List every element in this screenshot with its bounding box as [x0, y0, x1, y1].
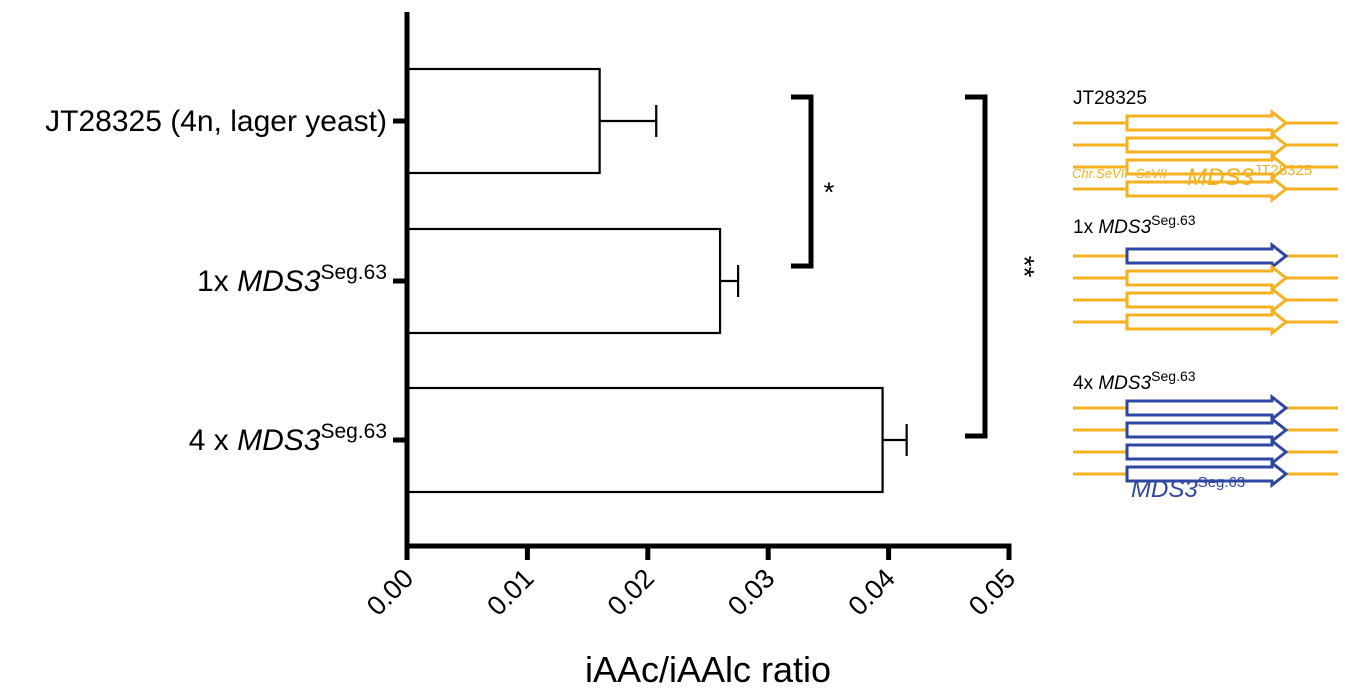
x-tick-label-3: 0.03	[722, 563, 780, 621]
category-label-1: 1x MDS3Seg.63	[197, 261, 387, 298]
insets-panel: JT28325 Chr.SeVII -ScVII MDS3JT28325 1x MDS…	[1072, 88, 1338, 503]
x-tick-label-0: 0.00	[361, 563, 419, 621]
gene-label-2: MDS3Seg.63	[1131, 474, 1245, 503]
significance-label-1: **	[1009, 256, 1040, 278]
x-tick-label-5: 0.05	[963, 563, 1021, 621]
inset-title-2: 4x MDS3Seg.63	[1073, 368, 1196, 394]
inset-0: JT28325 Chr.SeVII -ScVII MDS3JT28325	[1072, 88, 1338, 204]
gene-label-0: MDS3JT28325	[1187, 162, 1312, 191]
bar-1	[405, 227, 722, 335]
mds3-gene-arrow	[1125, 285, 1289, 315]
mds3-seg63-gene-arrow	[1125, 415, 1289, 445]
x-tick-label-1: 0.01	[481, 563, 539, 621]
x-axis-title: iAAc/iAAlc ratio	[585, 649, 831, 690]
x-tick-label-4: 0.04	[842, 563, 900, 621]
mds3-gene-arrow	[1125, 152, 1289, 182]
mds3-gene-arrow	[1125, 108, 1289, 138]
category-label-0: JT28325 (4n, lager yeast)	[45, 105, 387, 138]
inset-2: 4x MDS3Seg.63 MDS3Seg.63	[1073, 368, 1338, 503]
mds3-gene-arrow	[1125, 174, 1289, 204]
significance-bracket-0	[791, 94, 814, 269]
bar-2	[405, 386, 884, 494]
mds3-seg63-gene-arrow	[1125, 393, 1289, 423]
significance-bracket-1	[965, 94, 988, 439]
inset-1: 1x MDS3Seg.63	[1073, 212, 1338, 337]
mds3-seg63-gene-arrow	[1125, 459, 1289, 489]
inset-title-0: JT28325	[1073, 88, 1147, 109]
mds3-gene-arrow	[1125, 263, 1289, 293]
category-label-2: 4 x MDS3Seg.63	[189, 420, 387, 457]
mds3-seg63-gene-arrow	[1125, 437, 1289, 467]
inset-title-1: 1x MDS3Seg.63	[1073, 212, 1196, 238]
plot-area: JT28325 (4n, lager yeast) 1x MDS3Seg.63 4 …	[45, 12, 1040, 690]
mds3-gene-arrow	[1125, 130, 1289, 160]
mds3-seg63-gene-arrow	[1125, 241, 1289, 271]
mds3-gene-arrow	[1125, 307, 1289, 337]
bar-0	[405, 67, 601, 175]
significance-label-0: *	[824, 177, 835, 208]
chromosome-label: Chr.SeVII -ScVII	[1072, 166, 1167, 181]
x-tick-label-2: 0.02	[602, 563, 660, 621]
